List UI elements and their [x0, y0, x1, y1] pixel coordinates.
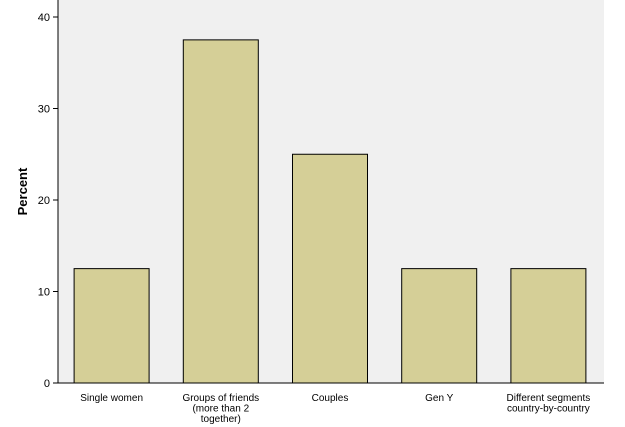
y-tick-label: 10: [38, 287, 50, 299]
bar: [510, 268, 587, 384]
x-category-label: Different segments country-by-country: [507, 393, 591, 415]
bar: [182, 39, 259, 384]
y-tick-label: 30: [38, 104, 50, 116]
bar: [73, 268, 150, 384]
y-tick-label: 40: [38, 12, 50, 24]
x-category-label: Groups of friends (more than 2 together): [182, 393, 259, 425]
x-category-label: Single women: [80, 393, 143, 404]
bar: [292, 153, 368, 384]
x-labels-group: Single women Groups of friends (more than …: [80, 393, 590, 425]
y-tick-label: 0: [44, 378, 50, 390]
bars-group: [73, 39, 587, 384]
y-ticks-group: 0 10 20 30 40: [38, 12, 58, 390]
bar: [401, 268, 478, 384]
y-axis-title: Percent: [15, 167, 30, 215]
x-category-label: Couples: [312, 393, 349, 404]
y-tick-label: 20: [38, 195, 50, 207]
x-category-label: Gen Y: [425, 393, 453, 404]
